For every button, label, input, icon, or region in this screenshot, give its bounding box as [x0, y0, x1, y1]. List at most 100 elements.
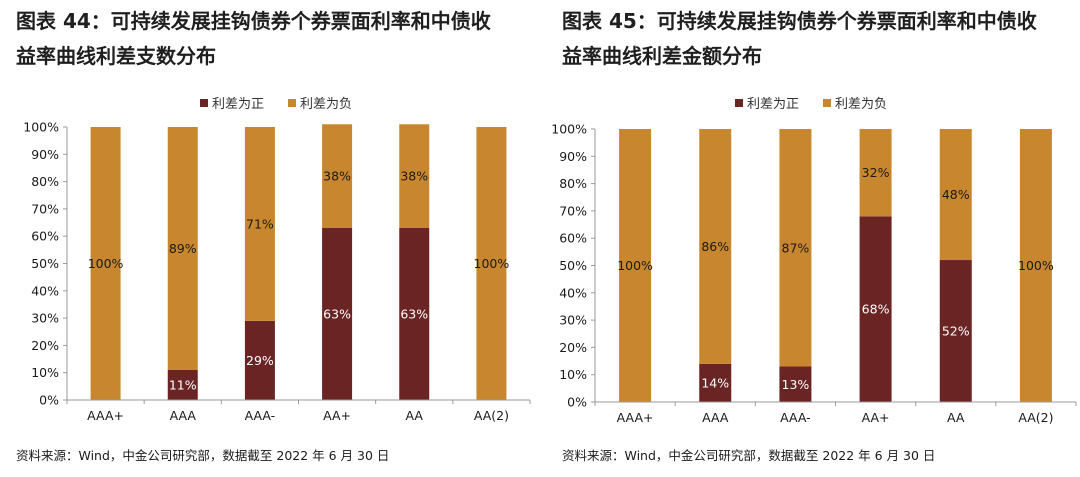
- y-tick-label: 90%: [559, 149, 587, 164]
- y-tick-label: 100%: [23, 120, 59, 135]
- x-tick-label: AA+: [862, 410, 890, 425]
- chart-panel-44: 图表 44：可持续发展挂钩债券个券票面利率和中债收 益率曲线利差支数分布 利差为…: [0, 0, 536, 477]
- data-label: 100%: [1018, 258, 1054, 273]
- y-tick-label: 50%: [559, 258, 587, 273]
- bar-segment-negative: [859, 129, 892, 217]
- stacked-bar-chart: 利差为正 利差为负 0% 10% 20% 30% 40% 50% 60% 70% 80% 90% 100…: [23, 97, 531, 423]
- x-tick-label: AAA+: [87, 408, 124, 423]
- x-tick-label: AA+: [323, 408, 351, 423]
- bar-segment-negative: [939, 129, 972, 261]
- bar-segment-positive: [939, 260, 972, 402]
- y-tick-label: 10%: [559, 367, 587, 382]
- data-label: 38%: [323, 169, 351, 184]
- y-tick-label: 0%: [39, 393, 59, 408]
- y-tick-label: 30%: [559, 313, 587, 328]
- bar-segment-negative: [90, 127, 121, 400]
- legend-swatch: [735, 99, 743, 107]
- legend-label: 利差为负: [835, 97, 887, 112]
- data-label: 71%: [246, 216, 274, 231]
- data-label: 86%: [701, 239, 729, 254]
- data-label: 32%: [862, 165, 890, 180]
- y-tick-label: 20%: [559, 340, 587, 355]
- x-tick-label: AAA-: [780, 410, 811, 425]
- y-tick-label: 100%: [551, 122, 587, 137]
- data-label: 100%: [617, 258, 653, 273]
- chart-panel-45: 图表 45：可持续发展挂钩债券个券票面利率和中债收 益率曲线利差金额分布 利差为…: [546, 0, 1080, 477]
- bar-segment-negative: [476, 127, 507, 400]
- source-note: 资料来源：Wind，中金公司研究部，数据截至 2022 年 6 月 30 日: [16, 448, 390, 463]
- y-tick-label: 40%: [31, 283, 59, 298]
- x-tick-label: AA(2): [474, 408, 509, 423]
- x-axis: AAA+ AAA AAA- AA+ AA AA(2): [66, 399, 531, 423]
- data-label: 100%: [474, 256, 510, 271]
- x-tick-label: AAA: [702, 410, 729, 425]
- data-label: 13%: [782, 377, 810, 392]
- bar-segment-positive: [699, 363, 732, 402]
- y-tick-label: 50%: [31, 256, 59, 271]
- bar-segment-positive: [859, 216, 892, 402]
- y-tick-label: 40%: [559, 285, 587, 300]
- source-note: 资料来源：Wind，中金公司研究部，数据截至 2022 年 6 月 30 日: [562, 448, 936, 463]
- legend: 利差为正 利差为负: [200, 97, 352, 112]
- data-label: 87%: [782, 240, 810, 255]
- data-label: 63%: [400, 307, 428, 322]
- bar-segment-positive: [322, 228, 353, 400]
- data-label: 89%: [169, 241, 197, 256]
- bar-segment-negative: [779, 129, 812, 367]
- stacked-bar-chart: 利差为正 利差为负 0% 10% 20% 30% 40% 50% 60% 70% 80% 90% 100…: [551, 97, 1077, 425]
- y-tick-label: 80%: [31, 174, 59, 189]
- y-tick-label: 80%: [559, 176, 587, 191]
- bar-segment-negative: [244, 127, 275, 321]
- x-tick-label: AAA+: [617, 410, 654, 425]
- chart-title-line-2: 益率曲线利差支数分布: [16, 44, 216, 68]
- bar-segment-positive: [779, 366, 812, 402]
- x-tick-label: AAA-: [245, 408, 276, 423]
- chart-title-line-1: 图表 44：可持续发展挂钩债券个券票面利率和中债收: [16, 9, 491, 33]
- data-label: 68%: [862, 302, 890, 317]
- y-tick-label: 20%: [31, 338, 59, 353]
- y-axis: 0% 10% 20% 30% 40% 50% 60% 70% 80% 90% 100%: [551, 122, 596, 410]
- bar-segment-positive: [167, 369, 198, 400]
- bar-segment-negative: [699, 129, 732, 364]
- y-axis: 0% 10% 20% 30% 40% 50% 60% 70% 80% 90% 100%: [23, 120, 68, 408]
- y-tick-label: 70%: [31, 201, 59, 216]
- x-axis: AAA+ AAA AAA- AA+ AA AA(2): [594, 401, 1077, 425]
- y-tick-label: 10%: [31, 365, 59, 380]
- chart-title-line-2: 益率曲线利差金额分布: [562, 44, 762, 68]
- x-tick-label: AA: [947, 410, 965, 425]
- chart-title-line-1: 图表 45：可持续发展挂钩债券个券票面利率和中债收: [562, 9, 1037, 33]
- data-label: 52%: [942, 324, 970, 339]
- chart-title: 图表 44：可持续发展挂钩债券个券票面利率和中债收 益率曲线利差支数分布: [16, 4, 536, 74]
- legend-label: 利差为正: [747, 97, 799, 112]
- legend-swatch: [823, 99, 831, 107]
- data-label: 29%: [246, 353, 274, 368]
- data-label: 38%: [400, 169, 428, 184]
- bar-segment-negative: [1019, 129, 1052, 402]
- chart-title: 图表 45：可持续发展挂钩债券个券票面利率和中债收 益率曲线利差金额分布: [562, 4, 1080, 74]
- x-tick-label: AA: [406, 408, 424, 423]
- bar-segment-negative: [322, 124, 353, 229]
- bars: 100% 11% 89% 29% 71% 63% 38% 63% 38% 100%: [88, 124, 510, 400]
- bar-segment-positive: [244, 320, 275, 400]
- y-tick-label: 70%: [559, 203, 587, 218]
- bar-segment-positive: [399, 228, 430, 400]
- bars: 100% 14% 86% 13% 87% 68% 32% 52% 48% 100%: [617, 129, 1054, 402]
- x-tick-label: AA(2): [1018, 410, 1053, 425]
- data-label: 63%: [323, 307, 351, 322]
- data-label: 11%: [169, 377, 197, 392]
- bar-segment-negative: [167, 127, 198, 370]
- y-tick-label: 0%: [567, 395, 587, 410]
- legend-label: 利差为正: [212, 97, 264, 112]
- legend-label: 利差为负: [300, 97, 352, 112]
- legend-swatch: [200, 99, 208, 107]
- data-label: 14%: [701, 375, 729, 390]
- x-tick-label: AAA: [170, 408, 197, 423]
- y-tick-label: 90%: [31, 147, 59, 162]
- data-label: 100%: [88, 256, 124, 271]
- y-tick-label: 60%: [559, 231, 587, 246]
- legend: 利差为正 利差为负: [735, 97, 887, 112]
- y-tick-label: 30%: [31, 311, 59, 326]
- bar-segment-negative: [399, 124, 430, 229]
- y-tick-label: 60%: [31, 229, 59, 244]
- data-label: 48%: [942, 187, 970, 202]
